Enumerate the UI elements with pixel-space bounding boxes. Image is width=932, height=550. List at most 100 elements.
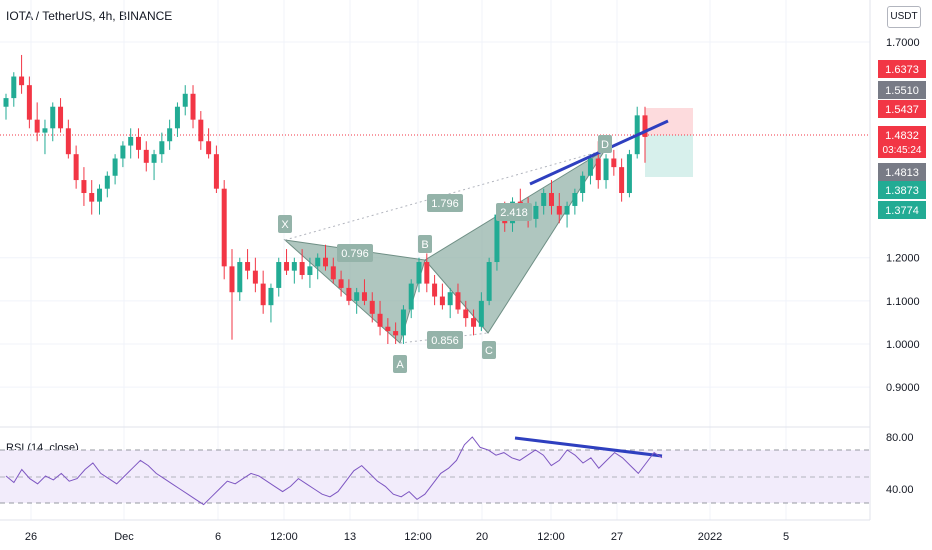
- price-tick-label: 0.9000: [886, 382, 920, 394]
- ratio-label: 2.418: [500, 207, 528, 219]
- candle-body: [369, 300, 375, 314]
- pattern-point-label: D: [601, 139, 609, 151]
- currency-button[interactable]: USDT: [887, 6, 921, 28]
- pattern-point-label: A: [396, 359, 404, 371]
- candle-body: [619, 167, 625, 194]
- candle-body: [494, 214, 500, 263]
- rsi-line: [5, 436, 663, 506]
- candle-body: [393, 331, 399, 336]
- price-tick-label: 1.0000: [886, 339, 920, 351]
- candle-body: [167, 128, 173, 142]
- candle-body: [580, 175, 586, 194]
- candle-body: [26, 85, 32, 120]
- candle-body: [471, 318, 477, 327]
- price-tag-value: 1.5510: [885, 85, 919, 97]
- time-tick-label: 26: [25, 531, 37, 543]
- candle-body: [439, 296, 445, 306]
- candle-body: [245, 262, 251, 271]
- time-tick-label: 12:00: [537, 531, 565, 543]
- candle-body: [556, 205, 562, 215]
- ratio-label: 0.856: [431, 335, 459, 347]
- candle-body: [135, 136, 141, 150]
- ratio-label: 0.796: [341, 248, 369, 260]
- pattern-point-bg: [418, 235, 432, 253]
- candle-body: [190, 93, 196, 120]
- candle-body: [268, 287, 274, 306]
- pattern-point-bg: [393, 355, 407, 373]
- candle-body: [587, 158, 593, 176]
- candle-body: [564, 205, 570, 215]
- ratio-label-bg: [337, 244, 373, 262]
- rsi-divergence-trendline[interactable]: [514, 436, 663, 458]
- pattern-point-label: C: [485, 345, 493, 357]
- candle-body: [447, 292, 453, 306]
- candle-body: [611, 158, 617, 168]
- chart-title: IOTA / TetherUS, 4h, BINANCE: [6, 9, 173, 23]
- pattern-bcd-triangle[interactable]: [424, 149, 606, 334]
- time-tick-label: 12:00: [404, 531, 432, 543]
- rsi-tick-label: 80.00: [886, 432, 914, 444]
- candle-body: [424, 262, 430, 284]
- candle-body: [626, 154, 632, 194]
- candle-body: [533, 205, 539, 219]
- candle-body: [112, 158, 118, 176]
- candle-body: [3, 98, 9, 107]
- candle-body: [276, 262, 282, 288]
- time-tick-label: 5: [783, 531, 789, 543]
- candle-body: [174, 106, 180, 129]
- price-tick-label: 1.1000: [886, 296, 920, 308]
- candle-body: [291, 262, 297, 271]
- price-tag-value: 1.4813: [885, 167, 919, 179]
- candle-body: [385, 326, 391, 332]
- candle-body: [541, 193, 547, 206]
- stop-zone[interactable]: [645, 108, 693, 135]
- price-tick-label: 1.7000: [886, 37, 920, 49]
- candle-body: [151, 154, 157, 163]
- candle-body: [284, 262, 290, 271]
- price-tag-value: 1.6373: [885, 64, 919, 76]
- time-tick-label: 20: [476, 531, 488, 543]
- time-tick-label: 12:00: [270, 531, 298, 543]
- candle-body: [260, 283, 266, 306]
- candle-body: [330, 266, 336, 280]
- candle-body: [11, 76, 17, 99]
- ratio-label-bg: [427, 194, 463, 212]
- candle-body: [603, 158, 609, 181]
- candle-body: [463, 309, 469, 319]
- price-tag: [878, 181, 926, 199]
- countdown-label: 03:45:24: [883, 145, 922, 156]
- price-tag-value: 1.3774: [885, 205, 919, 217]
- price-tag-value: 1.4832: [885, 130, 919, 142]
- candle-body: [237, 262, 243, 293]
- candle-body: [455, 292, 461, 310]
- pattern-point-bg: [278, 215, 292, 233]
- pattern-point-bg: [598, 135, 612, 153]
- candle-body: [50, 106, 56, 129]
- candle-body: [595, 158, 601, 181]
- price-tick-label: 1.2000: [886, 253, 920, 265]
- target-zone[interactable]: [645, 135, 693, 177]
- rsi-tick-label: 40.00: [886, 484, 914, 496]
- pattern-point-label: B: [421, 239, 428, 251]
- candle-body: [206, 141, 212, 155]
- ratio-label: 1.796: [431, 198, 459, 210]
- candle-body: [338, 279, 344, 288]
- candle-body: [642, 115, 648, 137]
- time-tick-label: 13: [344, 531, 356, 543]
- candle-body: [229, 266, 235, 293]
- candle-body: [65, 128, 71, 155]
- time-tick-label: 6: [215, 531, 221, 543]
- candle-body: [104, 175, 110, 189]
- candle-body: [408, 283, 414, 310]
- candle-body: [252, 270, 258, 284]
- price-tag: [878, 81, 926, 99]
- candle-body: [213, 154, 219, 189]
- candle-body: [299, 262, 305, 275]
- candle-body: [315, 257, 321, 267]
- candle-body: [34, 119, 40, 133]
- pattern-point-bg: [482, 341, 496, 359]
- candle-body: [89, 193, 95, 202]
- candle-body: [377, 313, 383, 327]
- candle-body: [307, 266, 313, 275]
